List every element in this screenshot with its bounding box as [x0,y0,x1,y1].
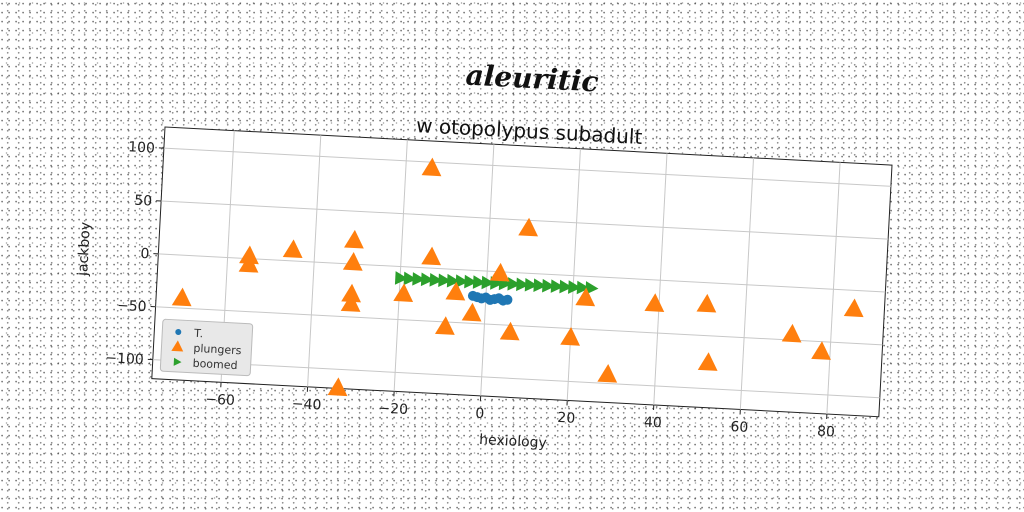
data-point [597,363,618,383]
data-point [446,273,460,288]
data-point [781,323,802,343]
data-point [524,277,538,292]
legend-label: boomed [192,357,238,372]
data-point [697,352,718,371]
legend-marker [175,328,182,335]
data-point [464,274,478,289]
data-point [421,246,442,266]
data-point [843,298,864,318]
chart-supertitle: aleuritic [465,59,600,99]
x-grid-line [307,135,322,387]
data-point [585,281,599,295]
legend-label: plungers [193,342,242,358]
x-tick-label: −40 [291,396,321,414]
data-point [341,283,361,303]
x-tick-label: −20 [378,401,408,419]
data-point [282,239,303,258]
data-point [393,283,414,302]
data-point [429,272,443,287]
x-tick-label: 40 [644,414,663,431]
legend-marker [171,340,184,352]
x-grid-line [653,153,668,405]
legend-box [159,318,254,377]
y-grid-line [158,253,886,293]
plot-area [151,126,893,418]
data-point [560,327,581,346]
x-grid-line [826,162,841,415]
x-tick-label: 60 [730,419,749,436]
data-point [811,341,831,360]
data-point [342,252,363,271]
data-point [499,321,520,341]
ticks: −60 −40 −20 0 20 40 60 80 −100 −50 0 50 100 [105,139,836,441]
data-point [481,275,495,290]
data-point [518,217,539,237]
y-tick-label: 100 [128,139,156,156]
data-point [344,229,364,249]
grid [152,130,891,415]
data-point [239,245,259,265]
data-point [455,274,469,288]
data-point [516,277,530,292]
data-point [550,279,564,293]
data-point [644,293,665,312]
series-layer [171,157,864,397]
x-tick-label: 20 [557,410,576,427]
y-axis-label: jackboy [75,222,94,278]
x-grid-line [739,157,755,410]
data-point [394,271,409,285]
y-grid-line [152,359,880,399]
x-tick-label: −60 [205,391,235,409]
data-point [461,302,482,322]
legend-label: T. [193,327,204,341]
data-point [507,277,521,291]
data-point [489,262,510,282]
data-point [438,273,452,288]
data-point [412,272,426,286]
x-tick-label: 0 [475,406,485,422]
series-t [467,290,513,306]
data-point [472,275,486,289]
x-grid-line [566,148,581,401]
data-point [568,280,582,294]
x-tick-label: 80 [817,424,836,441]
data-point [171,287,192,307]
y-grid-line [155,306,883,346]
data-point [421,157,442,177]
data-point [559,279,573,294]
y-grid-line [161,200,889,240]
data-point [542,278,556,293]
data-point [434,316,455,335]
data-point [445,281,466,301]
x-axis-label: hexiology [479,432,547,452]
data-point [533,278,547,293]
y-tick-label: −50 [117,298,147,316]
y-tick-label: 50 [134,193,153,210]
x-grid-line [393,139,408,392]
data-point [502,294,513,305]
y-tick-label: 0 [140,246,150,262]
legend-marker [173,357,182,366]
data-point [575,287,596,307]
data-point [420,272,435,287]
data-point [340,293,361,312]
data-point [403,271,417,286]
data-point [696,293,717,313]
series-plungers [171,157,864,397]
data-point [327,377,348,397]
y-tick-label: −100 [105,350,144,368]
x-grid-line [480,144,495,396]
data-point [576,280,590,295]
y-grid-line [163,147,891,187]
